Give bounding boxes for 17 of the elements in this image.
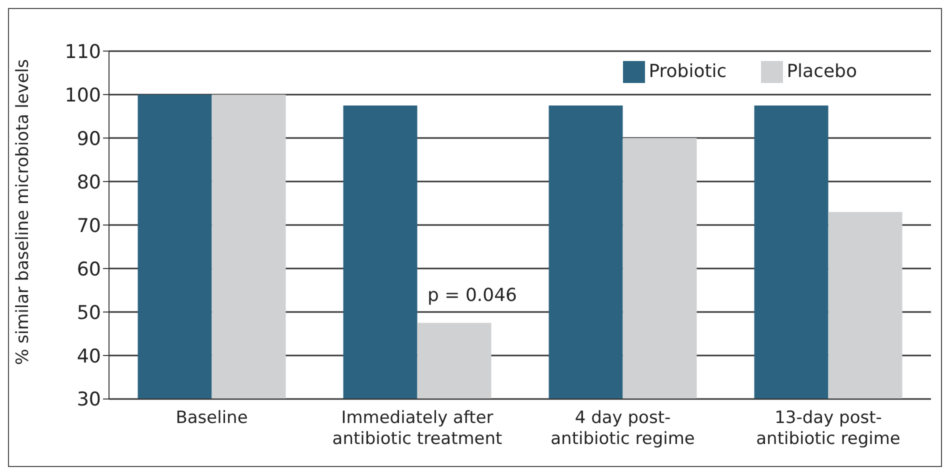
legend-label: Placebo: [786, 61, 857, 82]
y-tick-label: 70: [76, 214, 101, 237]
y-axis-title: % similar baseline microbiota levels: [13, 59, 34, 366]
x-tick-label: 13-day post- antibiotic regime: [756, 408, 900, 449]
y-tick-label: 110: [64, 40, 101, 63]
y-tick-label: 50: [76, 302, 101, 324]
y-tick-label: 80: [76, 171, 101, 194]
annotation: p = 0.046: [428, 285, 517, 306]
x-tick-label: Baseline: [176, 408, 248, 428]
x-tick-label: Immediately after antibiotic treatment: [332, 408, 503, 449]
y-tick-label: 60: [76, 258, 101, 280]
y-tick-label: 100: [64, 84, 101, 106]
y-tick-label: 30: [76, 388, 101, 411]
legend-label: Probiotic: [648, 61, 727, 82]
y-tick-label: 40: [76, 345, 101, 368]
x-tick-label: 4 day post- antibiotic regime: [550, 408, 695, 449]
y-tick-label: 90: [76, 128, 101, 150]
